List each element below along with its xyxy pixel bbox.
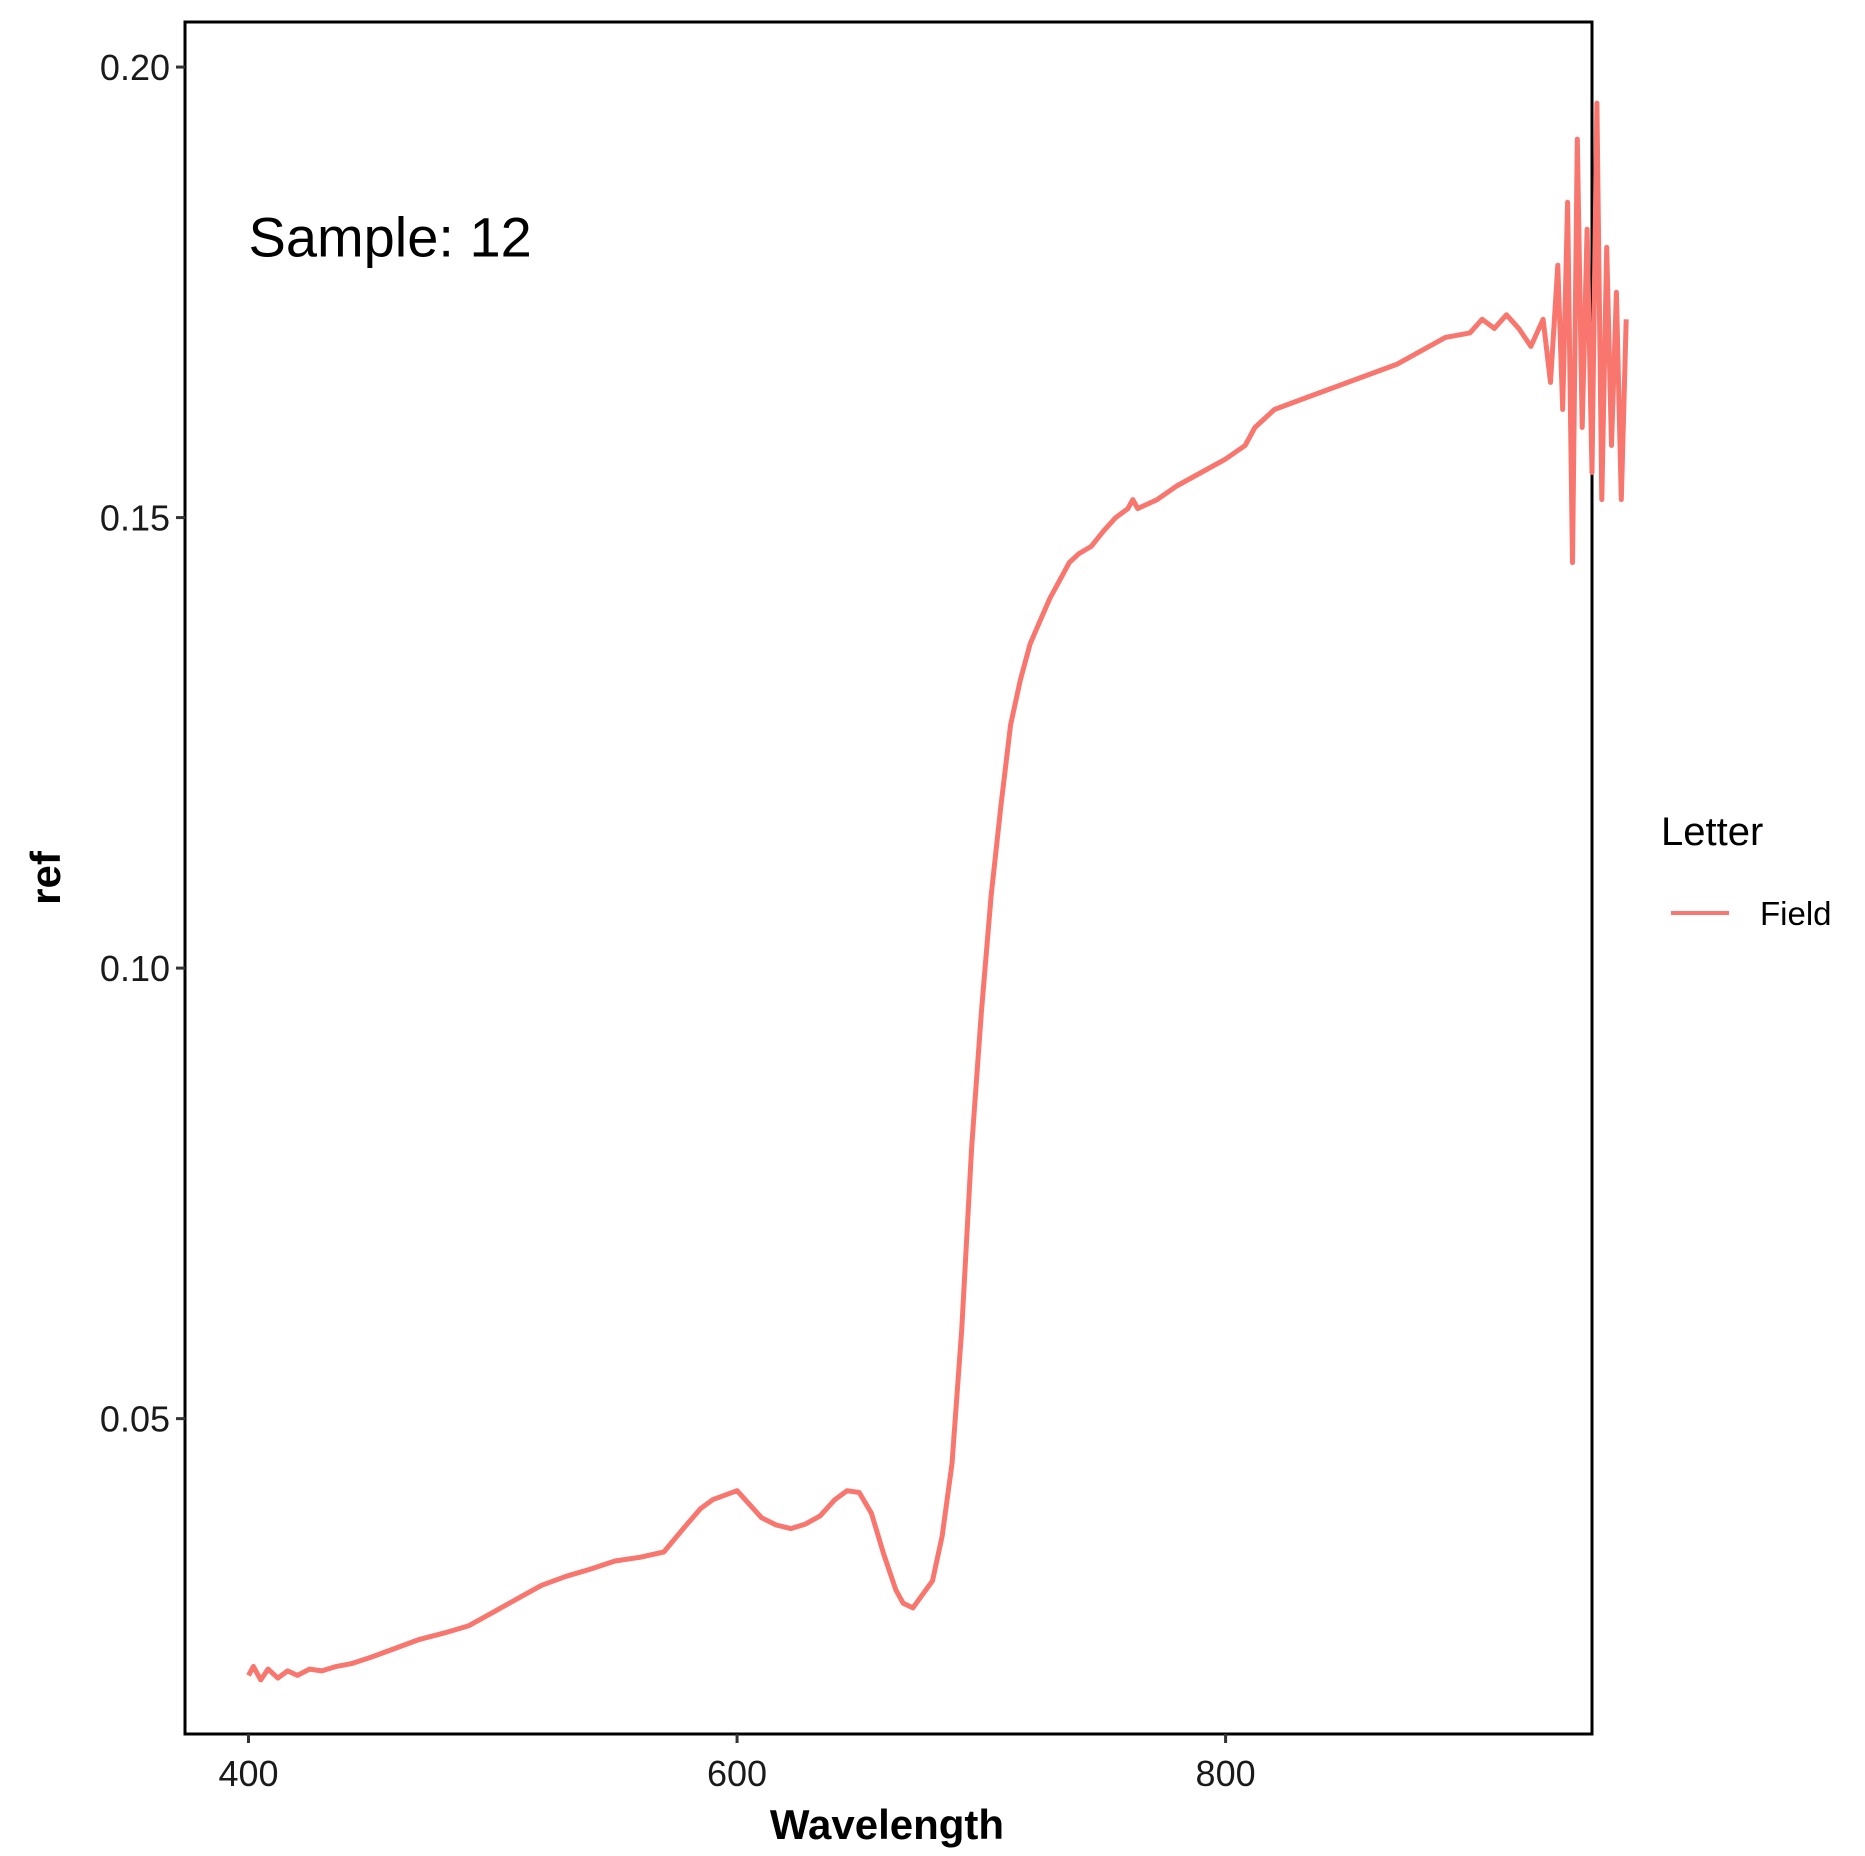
x-tick-label: 400 (218, 1753, 278, 1794)
y-tick-label: 0.10 (100, 948, 170, 989)
y-axis: 0.05 0.10 0.15 0.20 (100, 47, 185, 1440)
legend: Letter Field (1661, 810, 1832, 932)
y-tick-label: 0.05 (100, 1399, 170, 1440)
series-layer (246, 100, 1629, 1683)
sample-annotation: Sample: 12 (249, 205, 532, 268)
x-tick-label: 600 (707, 1753, 767, 1794)
plot-panel-border (183, 20, 1594, 1736)
x-axis-title: Wavelength (770, 1801, 1004, 1848)
x-axis: 400 600 800 (218, 1734, 1256, 1794)
legend-label-field: Field (1760, 895, 1832, 932)
y-axis-title: ref (22, 850, 69, 905)
y-tick-label: 0.15 (100, 498, 170, 539)
y-tick-label: 0.20 (100, 47, 170, 88)
x-tick-label: 800 (1196, 1753, 1256, 1794)
series-line-field (246, 100, 1629, 1683)
legend-title: Letter (1661, 810, 1763, 854)
